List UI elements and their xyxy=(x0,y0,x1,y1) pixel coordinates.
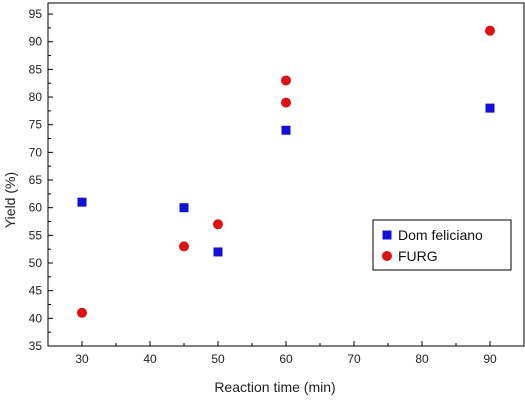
x-axis-label: Reaction time (min) xyxy=(214,379,335,395)
data-point-dom-feliciano xyxy=(77,197,87,207)
x-tick-label: 80 xyxy=(415,352,429,366)
y-tick-label: 90 xyxy=(29,35,43,49)
plot-area xyxy=(47,2,525,347)
y-tick-label: 80 xyxy=(29,90,43,104)
legend-marker-furg xyxy=(382,251,392,261)
x-tick-label: 60 xyxy=(279,352,293,366)
y-tick-label: 50 xyxy=(29,256,43,270)
y-tick-label: 85 xyxy=(29,62,43,76)
data-point-furg xyxy=(179,241,189,252)
x-tick-label: 50 xyxy=(211,352,225,366)
data-point-dom-feliciano xyxy=(281,125,291,135)
y-tick-label: 35 xyxy=(29,339,43,353)
x-tick-label: 30 xyxy=(75,352,89,366)
legend-marker-dom-feliciano xyxy=(382,230,392,240)
y-tick-label: 75 xyxy=(29,118,43,132)
data-point-dom-feliciano xyxy=(485,103,495,113)
legend: Dom feliciano FURG xyxy=(372,219,512,271)
plot-border xyxy=(47,2,525,347)
legend-label-furg: FURG xyxy=(398,248,438,264)
y-tick-label: 40 xyxy=(29,311,43,325)
legend-box xyxy=(372,219,512,271)
legend-label-dom-feliciano: Dom feliciano xyxy=(398,227,483,243)
data-point-dom-feliciano xyxy=(213,247,223,257)
y-axis-label: Yield (%) xyxy=(2,172,18,228)
y-axis: 35 40 45 50 55 60 65 70 75 80 85 90 95 xyxy=(29,7,53,353)
y-tick-label: 60 xyxy=(29,201,43,215)
x-tick-label: 90 xyxy=(483,352,497,366)
y-tick-label: 45 xyxy=(29,284,43,298)
y-tick-label: 95 xyxy=(29,7,43,21)
y-tick-label: 65 xyxy=(29,173,43,187)
data-point-furg xyxy=(213,219,223,230)
data-point-dom-feliciano xyxy=(179,203,189,213)
x-axis: 30 40 50 60 70 80 90 xyxy=(47,341,525,366)
y-tick-label: 70 xyxy=(29,145,43,159)
x-tick-label: 40 xyxy=(143,352,157,366)
data-points xyxy=(77,25,495,318)
y-tick-label: 55 xyxy=(29,228,43,242)
x-tick-label: 70 xyxy=(347,352,361,366)
data-point-furg xyxy=(281,97,291,108)
data-point-furg xyxy=(77,307,87,318)
data-point-furg xyxy=(485,25,495,36)
data-point-furg xyxy=(281,75,291,86)
